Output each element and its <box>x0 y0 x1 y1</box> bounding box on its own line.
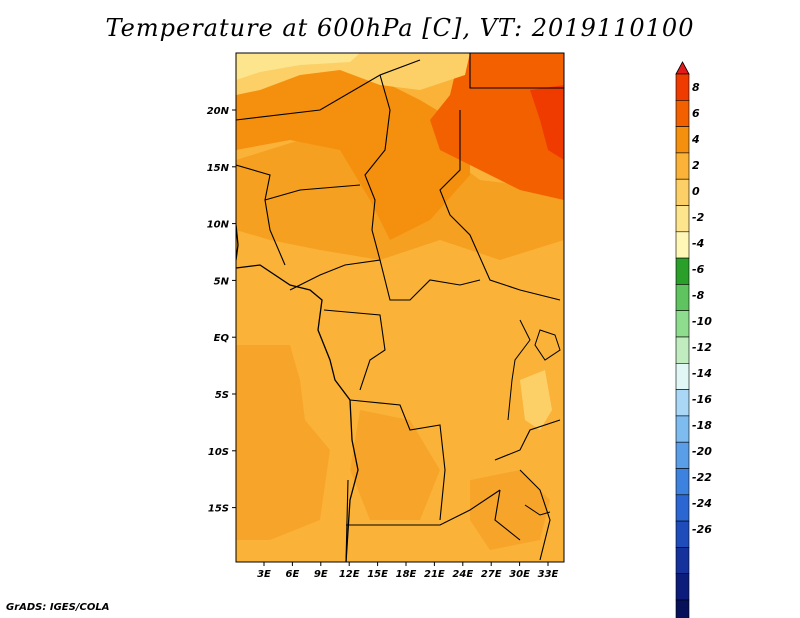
lat-tick-label: 15N <box>207 163 230 174</box>
colorbar-label: -24 <box>692 497 712 510</box>
colorbar-swatch <box>675 599 690 618</box>
colorbar-swatch <box>675 389 690 417</box>
colorbar-swatch <box>675 362 690 390</box>
colorbar-label: -4 <box>692 237 704 250</box>
colorbar-swatch <box>675 573 690 601</box>
colorbar-swatch <box>675 152 690 180</box>
colorbar-label: -8 <box>692 289 705 302</box>
colorbar-label: -10 <box>692 315 712 328</box>
colorbar-label: 6 <box>692 107 700 120</box>
field-zambia-patch <box>470 470 550 550</box>
field-minus2-0-lake <box>520 370 552 430</box>
map-title: Temperature at 600hPa [C], VT: 201911010… <box>105 14 695 42</box>
lat-tick-label: 5N <box>214 276 230 287</box>
colorbar-label: 4 <box>691 133 700 146</box>
lon-tick-label: 24E <box>452 569 473 580</box>
field-sw-patch <box>236 345 330 540</box>
lat-tick-label: EQ <box>214 333 230 344</box>
colorbar-swatch <box>675 284 690 311</box>
colorbar-swatch <box>675 441 690 469</box>
colorbar-swatch <box>675 547 690 575</box>
colorbar-swatch <box>675 336 690 364</box>
lakes <box>507 319 561 516</box>
field-4-6-northeast <box>430 53 564 200</box>
field-minus4-minus2-north <box>236 53 360 80</box>
colorbar-swatch <box>675 231 690 259</box>
colorbar-label: -12 <box>692 341 712 354</box>
colorbar-label: -22 <box>692 471 712 484</box>
colorbar-label: -26 <box>692 523 712 536</box>
country-borders <box>236 53 564 562</box>
lon-tick-label: 12E <box>339 569 360 580</box>
colorbar-swatch <box>675 100 690 127</box>
colorbar-label: -20 <box>692 445 712 458</box>
colorbar-swatch <box>675 310 690 338</box>
coastline <box>236 224 359 562</box>
colorbar: 8 6 4 2 0 -2 -4 -6 -8 -10 -12 -14 -16 -18 -20 -22 -24 -26 <box>675 61 712 618</box>
footer-credit: GrADS: IGES/COLA <box>6 602 110 613</box>
colorbar-label: 8 <box>692 81 700 94</box>
colorbar-swatch <box>675 494 690 522</box>
colorbar-label: 0 <box>692 185 700 198</box>
colorbar-swatch <box>675 257 690 285</box>
colorbar-top-arrow <box>675 61 690 75</box>
colorbar-label: -14 <box>692 367 712 380</box>
colorbar-swatch <box>675 205 690 233</box>
field-angola-patch <box>350 410 440 520</box>
colorbar-label: 2 <box>692 159 700 172</box>
lon-tick-label: 30E <box>509 569 530 580</box>
colorbar-label: -16 <box>692 393 712 406</box>
lat-tick-label: 15S <box>208 504 229 515</box>
lon-tick-label: 6E <box>286 569 300 580</box>
colorbar-label: -2 <box>692 211 705 224</box>
longitude-axis: 3E 6E 9E 12E 15E 18E 21E 24E 27E 30E 33E <box>257 562 559 580</box>
latitude-axis: 20N 15N 10N 5N EQ 5S 10S 15S <box>207 106 236 515</box>
lon-tick-label: 27E <box>481 569 502 580</box>
field-6-8-core <box>530 85 564 160</box>
lat-tick-label: 10S <box>208 447 229 458</box>
lat-tick-label: 10N <box>207 220 230 231</box>
colorbar-label: -6 <box>692 263 705 276</box>
field-2-4-north <box>236 60 470 240</box>
temperature-field <box>236 53 564 562</box>
lat-tick-label: 5S <box>215 390 229 401</box>
lat-tick-label: 20N <box>207 106 230 117</box>
colorbar-swatch <box>675 73 690 101</box>
colorbar-swatch <box>675 468 690 496</box>
colorbar-swatch <box>675 126 690 154</box>
lon-tick-label: 9E <box>314 569 328 580</box>
colorbar-swatch <box>675 520 690 548</box>
lon-tick-label: 21E <box>424 569 445 580</box>
map-frame <box>235 52 565 563</box>
lon-tick-label: 15E <box>367 569 388 580</box>
colorbar-label: -18 <box>692 419 712 432</box>
lon-tick-label: 3E <box>257 569 271 580</box>
lon-tick-label: 18E <box>396 569 417 580</box>
colorbar-swatch <box>675 415 690 443</box>
lon-tick-label: 33E <box>538 569 559 580</box>
colorbar-swatch <box>675 178 690 206</box>
